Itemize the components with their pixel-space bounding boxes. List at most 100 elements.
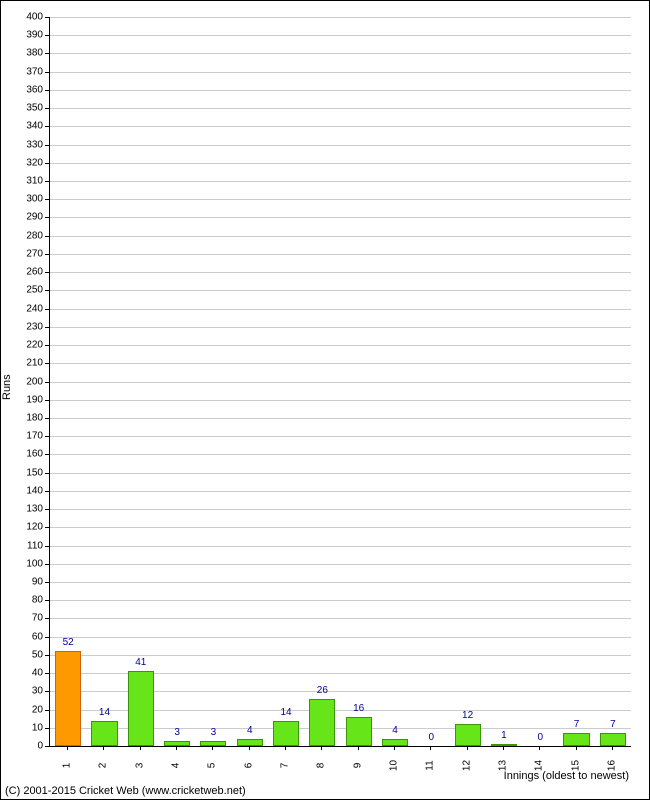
bar-value-label: 7 <box>574 719 580 730</box>
y-tick-label: 30 <box>7 686 43 697</box>
bar-value-label: 3 <box>211 727 217 738</box>
x-tick-mark <box>503 746 504 750</box>
x-tick-label: 7 <box>280 763 291 769</box>
y-tick-label: 0 <box>7 741 43 752</box>
x-tick-mark <box>67 746 68 750</box>
bar-value-label: 41 <box>135 657 146 668</box>
x-tick-label: 6 <box>243 763 254 769</box>
x-tick-label: 5 <box>207 763 218 769</box>
y-tick-label: 220 <box>7 340 43 351</box>
bar-value-label: 4 <box>247 725 253 736</box>
bar <box>128 671 154 746</box>
x-tick-mark <box>321 746 322 750</box>
y-tick-label: 140 <box>7 485 43 496</box>
y-tick-label: 120 <box>7 522 43 533</box>
y-tick-label: 330 <box>7 139 43 150</box>
y-tick-label: 270 <box>7 248 43 259</box>
y-tick-label: 200 <box>7 376 43 387</box>
y-tick-label: 370 <box>7 66 43 77</box>
y-tick-label: 320 <box>7 157 43 168</box>
bar-value-label: 12 <box>462 710 473 721</box>
y-tick-label: 110 <box>7 540 43 551</box>
y-tick-label: 400 <box>7 12 43 23</box>
y-tick-label: 50 <box>7 649 43 660</box>
bar-value-label: 4 <box>392 725 398 736</box>
bar-value-label: 16 <box>353 703 364 714</box>
x-tick-mark <box>539 746 540 750</box>
bar-value-label: 52 <box>63 637 74 648</box>
plot-area: 52 14 41 3 3 4 14 26 16 4 0 12 1 0 7 7 <box>49 17 631 747</box>
bars-group: 52 14 41 3 3 4 14 26 16 4 0 12 1 0 7 7 <box>50 17 631 746</box>
x-tick-mark <box>430 746 431 750</box>
y-tick-label: 150 <box>7 467 43 478</box>
y-tick-label: 360 <box>7 84 43 95</box>
x-tick-label: 10 <box>388 760 399 771</box>
copyright-text: (C) 2001-2015 Cricket Web (www.cricketwe… <box>5 785 246 797</box>
y-tick-label: 130 <box>7 504 43 515</box>
y-tick-label: 350 <box>7 103 43 114</box>
bar-value-label: 14 <box>280 707 291 718</box>
x-tick-label: 3 <box>134 763 145 769</box>
x-axis-title: Innings (oldest to newest) <box>504 770 629 782</box>
bar <box>309 699 335 746</box>
y-tick-label: 380 <box>7 48 43 59</box>
x-tick-label: 9 <box>352 763 363 769</box>
x-tick-mark <box>285 746 286 750</box>
y-tick-label: 310 <box>7 176 43 187</box>
y-tick-label: 70 <box>7 613 43 624</box>
y-tick-label: 40 <box>7 668 43 679</box>
y-tick-label: 280 <box>7 230 43 241</box>
y-tick-label: 250 <box>7 285 43 296</box>
x-tick-mark <box>467 746 468 750</box>
x-tick-label: 11 <box>425 760 436 770</box>
x-tick-mark <box>176 746 177 750</box>
bar <box>382 739 408 746</box>
x-tick-mark <box>394 746 395 750</box>
y-tick-label: 240 <box>7 303 43 314</box>
x-tick-mark <box>576 746 577 750</box>
y-tick-label: 100 <box>7 558 43 569</box>
bar-value-label: 14 <box>99 707 110 718</box>
bar <box>346 717 372 746</box>
x-tick-mark <box>358 746 359 750</box>
y-tick-label: 10 <box>7 722 43 733</box>
bar-value-label: 3 <box>174 727 180 738</box>
y-tick-label: 60 <box>7 631 43 642</box>
x-tick-label: 2 <box>98 763 109 769</box>
y-tick-label: 340 <box>7 121 43 132</box>
y-tick-label: 90 <box>7 576 43 587</box>
bar-value-label: 7 <box>610 719 616 730</box>
bar-value-label: 1 <box>501 730 507 741</box>
bar <box>237 739 263 746</box>
bar <box>55 651 81 746</box>
y-tick-label: 180 <box>7 412 43 423</box>
x-tick-label: 4 <box>171 763 182 769</box>
bar-value-label: 0 <box>429 732 435 743</box>
y-tick-label: 300 <box>7 194 43 205</box>
y-tick-label: 230 <box>7 321 43 332</box>
x-tick-mark <box>103 746 104 750</box>
bar <box>455 724 481 746</box>
bar-value-label: 0 <box>537 732 543 743</box>
y-tick-label: 190 <box>7 394 43 405</box>
bar <box>563 733 589 746</box>
x-tick-label: 1 <box>62 763 73 769</box>
bar-value-label: 26 <box>317 685 328 696</box>
y-tick-label: 390 <box>7 30 43 41</box>
bar <box>273 721 299 747</box>
y-tick-label: 260 <box>7 267 43 278</box>
y-tick-label: 20 <box>7 704 43 715</box>
x-tick-mark <box>249 746 250 750</box>
x-tick-mark <box>140 746 141 750</box>
y-tick-label: 210 <box>7 358 43 369</box>
bar <box>600 733 626 746</box>
bar <box>91 721 117 747</box>
x-tick-mark <box>212 746 213 750</box>
x-tick-label: 12 <box>461 760 472 771</box>
y-tick-label: 170 <box>7 431 43 442</box>
x-tick-label: 8 <box>316 763 327 769</box>
y-tick-label: 160 <box>7 449 43 460</box>
chart-frame: Runs 01020304050607080901001101201301401… <box>0 0 650 800</box>
y-tick-label: 80 <box>7 595 43 606</box>
x-tick-mark <box>612 746 613 750</box>
